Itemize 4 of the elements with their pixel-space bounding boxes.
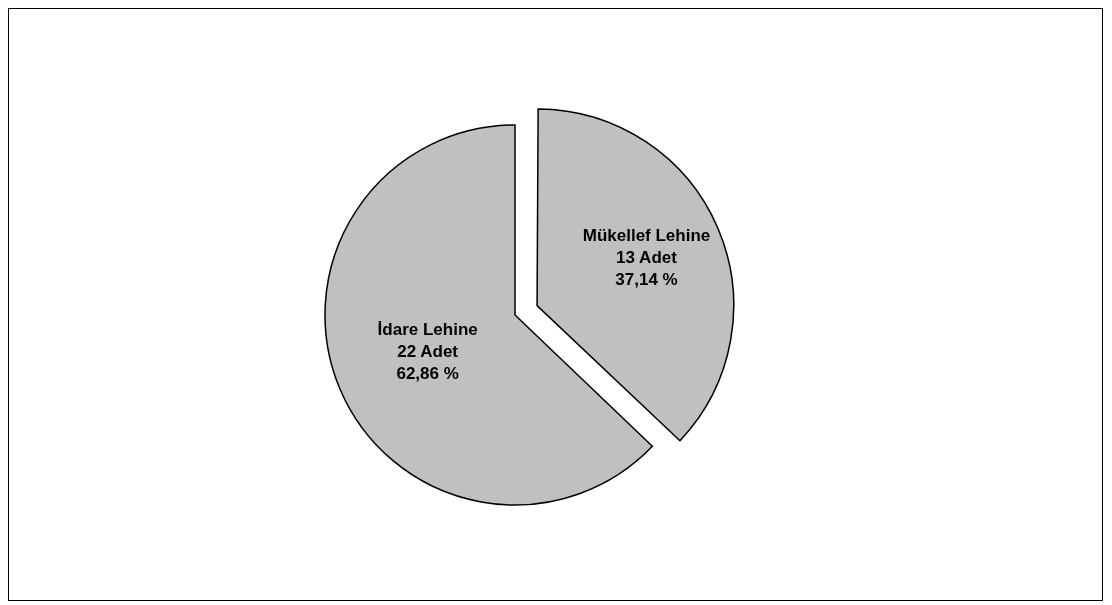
data-label: 13 Adet 37,14 % [615, 248, 678, 290]
slice-label: İdare Lehine [377, 320, 478, 340]
slice-label: Mükellef Lehine [582, 226, 711, 246]
data-label: 22 Adet 62,86 % [396, 342, 459, 384]
